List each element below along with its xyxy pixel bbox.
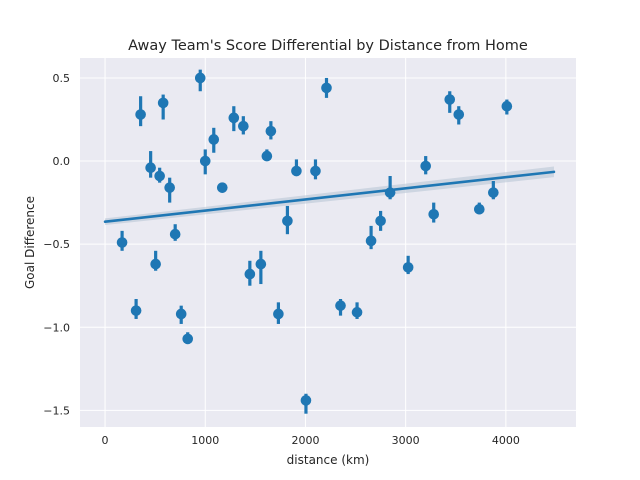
data-point <box>199 155 211 167</box>
data-point <box>216 182 228 193</box>
data-point <box>488 187 499 198</box>
y-tick-label: −1.5 <box>43 404 70 417</box>
data-point <box>265 125 277 137</box>
data-point <box>145 162 156 174</box>
data-point <box>135 109 146 120</box>
data-point <box>150 258 161 270</box>
x-tick-label: 4000 <box>492 434 520 447</box>
x-tick-labels: 0 1000 2000 3000 4000 <box>102 434 520 447</box>
data-point <box>402 262 414 273</box>
y-tick-label: −0.5 <box>43 238 70 251</box>
data-point <box>164 182 175 193</box>
chart-title: Away Team's Score Differential by Distan… <box>128 38 528 54</box>
data-point <box>244 268 256 280</box>
y-tick-label: 0.5 <box>53 72 71 85</box>
data-point <box>154 170 165 182</box>
y-tick-label: 0.0 <box>53 155 71 168</box>
x-tick-label: 2000 <box>291 434 319 447</box>
data-point <box>157 97 169 109</box>
y-axis-label: Goal Difference <box>23 196 37 289</box>
data-point <box>453 109 465 120</box>
data-point <box>501 100 513 112</box>
data-point <box>182 333 194 345</box>
data-point <box>130 305 142 316</box>
data-point <box>261 150 273 162</box>
x-tick-label: 1000 <box>191 434 219 447</box>
data-point <box>273 308 284 320</box>
regression-line-layer <box>103 170 556 224</box>
data-point <box>384 187 396 198</box>
data-point <box>175 308 187 320</box>
data-point <box>238 120 249 132</box>
regression-line <box>103 170 556 224</box>
plot-area <box>80 58 576 427</box>
points-layer <box>116 69 513 414</box>
data-point <box>351 307 363 318</box>
data-point <box>282 215 293 227</box>
data-point <box>444 94 456 105</box>
x-tick-label: 0 <box>102 434 109 447</box>
data-point <box>255 258 267 270</box>
data-point <box>300 395 312 406</box>
data-point <box>169 228 181 240</box>
data-point <box>321 82 332 94</box>
data-point <box>335 300 346 311</box>
data-point <box>116 237 128 248</box>
data-point <box>208 134 220 145</box>
data-point <box>420 160 431 172</box>
y-tick-label: −1.0 <box>43 321 70 334</box>
x-axis-label: distance (km) <box>287 453 370 467</box>
data-point <box>310 165 321 177</box>
data-point <box>375 215 386 227</box>
data-point <box>194 72 206 84</box>
data-point <box>365 235 377 247</box>
data-point <box>474 203 485 215</box>
y-tick-labels: −1.5 −1.0 −0.5 0.0 0.5 <box>43 72 70 417</box>
x-tick-label: 3000 <box>392 434 420 447</box>
data-point <box>228 112 240 124</box>
data-point <box>291 165 302 177</box>
data-point <box>428 208 440 220</box>
